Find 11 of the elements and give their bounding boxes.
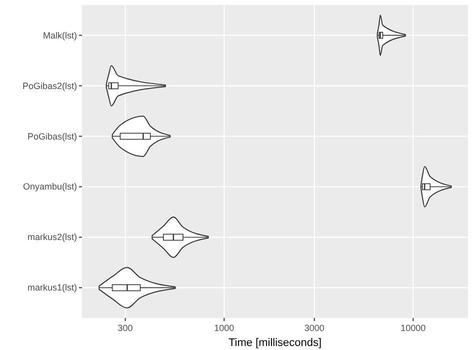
y-tick-label: markus1(lst) bbox=[27, 282, 77, 293]
x-tick-label: 1000 bbox=[214, 323, 234, 333]
y-tick-label: Malk(lst) bbox=[43, 30, 77, 40]
y-tick-label: PoGibas(lst) bbox=[27, 131, 77, 142]
y-tick-label: markus2(lst) bbox=[27, 232, 77, 242]
x-tick-label: 3000 bbox=[304, 323, 324, 333]
x-tick-label: 300 bbox=[118, 323, 133, 333]
y-tick-label: Onyambu(lst) bbox=[22, 182, 77, 192]
x-axis-title: Time [milliseconds] bbox=[228, 337, 322, 349]
x-tick-label: 10000 bbox=[400, 323, 426, 333]
y-tick-label: PoGibas2(lst) bbox=[22, 80, 77, 91]
